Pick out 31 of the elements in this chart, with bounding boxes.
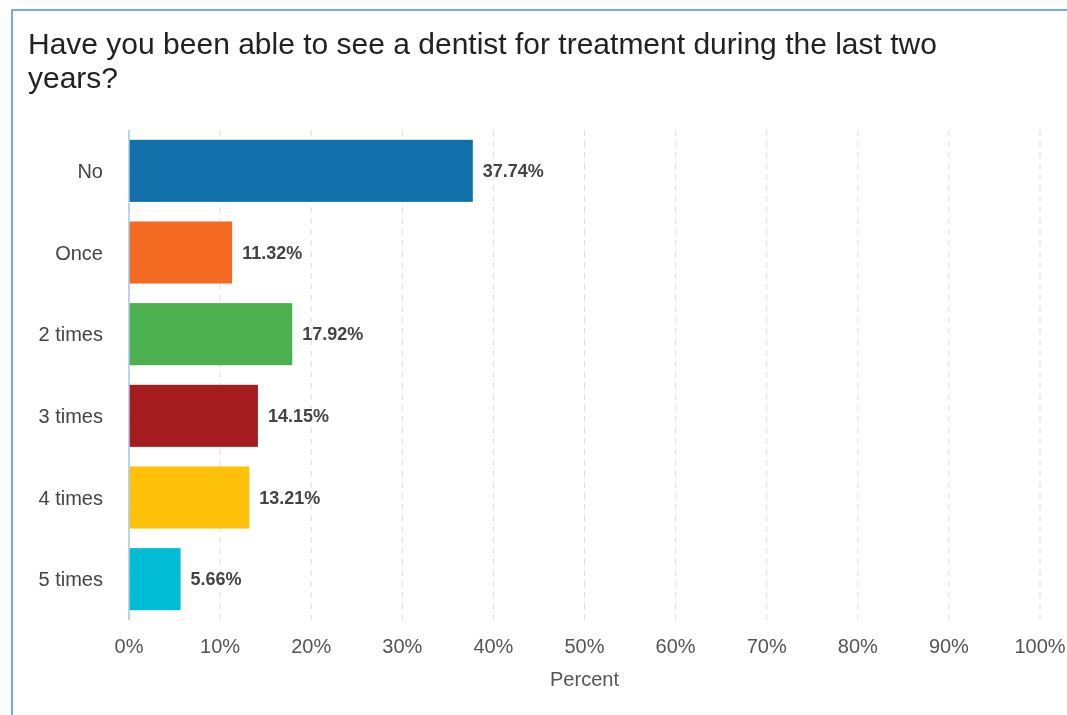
y-tick-label: No (77, 159, 103, 182)
bar (129, 139, 473, 202)
x-tick-label: 20% (291, 635, 332, 657)
data-label: 13.21% (259, 487, 321, 508)
data-label: 14.15% (267, 406, 329, 427)
data-label: 5.66% (190, 569, 242, 590)
bar (129, 466, 250, 529)
x-tick-label: 50% (564, 635, 605, 657)
x-tick-label: 100% (1014, 635, 1066, 657)
x-tick-label: 80% (837, 635, 879, 657)
bar (129, 548, 181, 611)
x-tick-label: 60% (655, 635, 696, 657)
data-label: 17.92% (302, 324, 364, 345)
y-tick-label: 2 times (38, 323, 103, 346)
x-tick-label: 40% (473, 635, 514, 657)
y-tick-label: 5 times (38, 568, 103, 591)
bar (129, 221, 233, 284)
data-label: 11.32% (242, 242, 303, 263)
x-tick-label: 0% (114, 635, 144, 657)
x-axis-title: Percent (550, 668, 620, 690)
y-tick-label: Once (55, 241, 103, 264)
x-tick-label: 30% (382, 635, 423, 657)
x-tick-label: 90% (928, 635, 970, 657)
bar (129, 384, 258, 447)
bar (129, 303, 293, 366)
y-tick-label: 3 times (38, 404, 103, 427)
x-tick-label: 70% (746, 635, 787, 657)
y-tick-label: 4 times (38, 486, 103, 509)
x-tick-label: 10% (200, 635, 241, 657)
data-label: 37.74% (482, 161, 544, 182)
chart-title: Have you been able to see a dentist for treatment during the last two years? (28, 27, 937, 94)
